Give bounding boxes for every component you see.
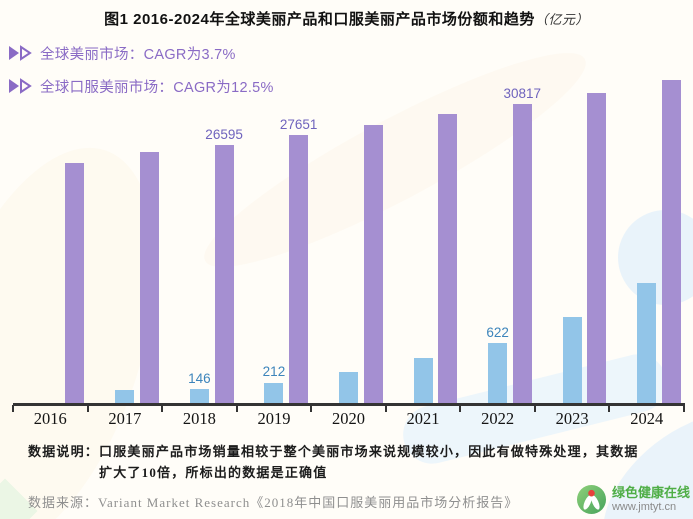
bar-oral-beauty-market-2024	[637, 282, 657, 403]
bar-beauty-market-2019	[289, 135, 309, 403]
chart-title: 图1 2016-2024年全球美丽产品和口服美丽产品市场份额和趋势（亿元）	[0, 8, 693, 29]
brand-name: 绿色健康在线	[611, 484, 690, 500]
source-line: 数据来源：Variant Market Research《2018年中国口服美丽…	[28, 492, 518, 511]
legend-label-beauty-market: 全球美丽市场：CAGR为3.7%	[40, 46, 236, 63]
bar-value-label-beauty-market-2019: 27651	[279, 117, 318, 133]
brand-logo-icon	[576, 484, 607, 515]
x-axis-tick	[161, 405, 164, 412]
source-text: Variant Market Research《2018年中国口服美丽用品市场分…	[98, 495, 519, 510]
bar-beauty-market-2022	[512, 104, 532, 403]
x-axis-tick	[608, 405, 611, 412]
bar-oral-beauty-market-2023	[562, 316, 582, 403]
watermark: 绿色健康在线 www.jmtyt.cn	[576, 484, 690, 515]
x-axis-label-2022: 2022	[481, 409, 515, 428]
chart-title-text: 图1 2016-2024年全球美丽产品和口服美丽产品市场份额和趋势	[104, 11, 535, 28]
bar-oral-beauty-market-2020	[339, 372, 358, 403]
x-axis-tick	[459, 405, 462, 412]
chart-legend: 全球美丽市场：CAGR为3.7% 全球口服美丽市场：CAGR为12.5%	[8, 42, 274, 108]
x-axis-tick	[12, 405, 14, 412]
bar-beauty-market-2017	[140, 152, 160, 403]
brand-url: www.jmtyt.cn	[611, 500, 677, 513]
bar-value-label-oral-beauty-market-2022: 622	[486, 324, 509, 340]
bar-oral-beauty-market-2022	[488, 342, 508, 403]
chart-title-unit: （亿元）	[534, 12, 589, 27]
bar-value-label-oral-beauty-market-2018: 146	[188, 370, 211, 386]
x-axis-label-2018: 2018	[182, 409, 216, 428]
plot-area: 26595 146 27651 212 30817 622	[13, 60, 684, 403]
legend-label-oral-beauty-market: 全球口服美丽市场：CAGR为12.5%	[40, 79, 274, 96]
bar-beauty-market-2016	[65, 162, 85, 403]
x-axis-label-2020: 2020	[332, 409, 365, 428]
footnote-text: 口服美丽产品市场销量相较于整个美丽市场来说规模较小，因此有做特殊处理，其数据 扩大…	[99, 441, 639, 483]
source-label: 数据来源：	[28, 495, 99, 510]
x-axis-label-2019: 2019	[257, 409, 291, 428]
bar-beauty-market-2021	[438, 114, 458, 403]
bar-beauty-market-2023	[587, 92, 607, 403]
x-axis-label-2024: 2024	[630, 409, 664, 428]
bar-oral-beauty-market-2019	[264, 382, 284, 403]
legend-item-oral-beauty-market: 全球口服美丽市场：CAGR为12.5%	[8, 75, 274, 97]
bar-value-label-oral-beauty-market-2019: 212	[262, 364, 286, 380]
x-axis-tick	[235, 405, 238, 412]
x-axis-tick	[683, 405, 685, 412]
x-axis-tick	[86, 405, 89, 412]
double-arrow-icon	[9, 45, 32, 61]
bar-oral-beauty-market-2017	[115, 390, 135, 403]
bar-value-label-beauty-market-2018: 26595	[205, 127, 243, 143]
x-axis-label-2021: 2021	[406, 409, 440, 428]
x-axis-tick	[533, 405, 536, 412]
x-axis-label-2016: 2016	[33, 409, 67, 428]
x-axis-tick	[310, 405, 313, 412]
double-arrow-icon	[9, 78, 32, 94]
footnote: 数据说明： 口服美丽产品市场销量相较于整个美丽市场来说规模较小，因此有做特殊处理…	[28, 441, 678, 483]
footnote-label: 数据说明：	[28, 444, 100, 459]
footnote-line1: 口服美丽产品市场销量相较于整个美丽市场来说规模较小，因此有做特殊处理，其数据	[99, 444, 639, 459]
x-axis-label-2017: 2017	[108, 409, 142, 428]
x-axis-label-2023: 2023	[555, 409, 589, 428]
x-axis	[13, 403, 685, 406]
footnote-line2: 扩大了10倍，所标出的数据是正确值	[99, 465, 328, 480]
bar-beauty-market-2024	[661, 80, 681, 403]
x-axis-tick	[384, 405, 387, 412]
bar-oral-beauty-market-2018	[189, 388, 209, 403]
bar-beauty-market-2018	[214, 145, 234, 403]
bar-oral-beauty-market-2021	[413, 358, 433, 403]
legend-item-beauty-market: 全球美丽市场：CAGR为3.7%	[8, 42, 274, 64]
bar-beauty-market-2020	[363, 124, 383, 403]
bar-value-label-beauty-market-2022: 30817	[503, 86, 542, 102]
